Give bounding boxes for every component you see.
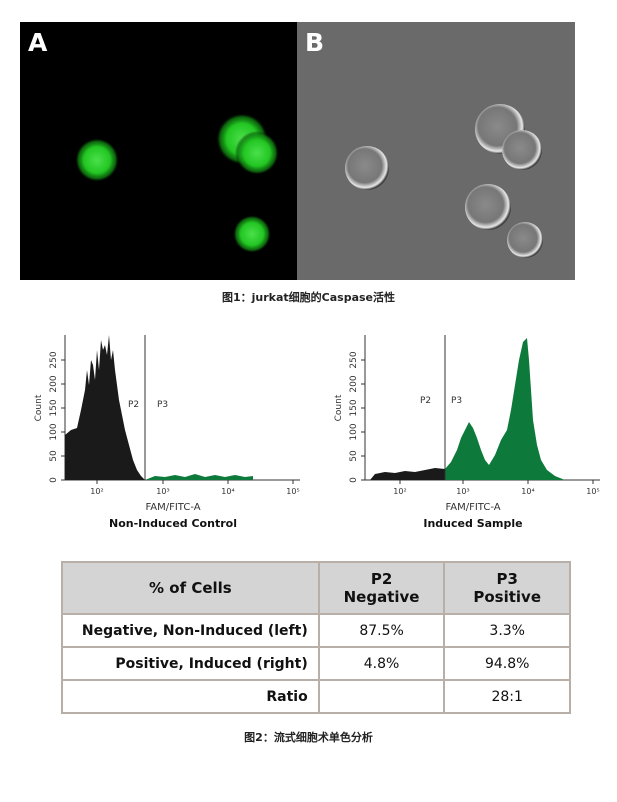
x-axis-label: FAM/FITC-A <box>445 502 500 513</box>
row-label: Positive, Induced (right) <box>61 646 320 681</box>
cell-p3: 28:1 <box>443 679 571 714</box>
y-ticks <box>61 359 65 481</box>
header-percent-of-cells: % of Cells <box>61 561 320 615</box>
x-tick-label: 10⁵ <box>286 487 299 496</box>
panel-letter-b: B <box>305 28 325 57</box>
histogram-subtitle: Induced Sample <box>423 517 522 530</box>
fluorescent-cell <box>233 215 271 253</box>
x-tick-label: 10³ <box>156 487 169 496</box>
row-label: Ratio <box>61 679 320 714</box>
header-line: P3 <box>496 570 518 588</box>
positive-population-fill <box>445 338 565 480</box>
brightfield-cell <box>502 130 542 170</box>
brightfield-cells-image <box>345 104 543 258</box>
negative-population-fill <box>65 335 145 480</box>
header-p3-positive: P3 Positive <box>443 561 571 615</box>
header-line: Positive <box>473 588 542 606</box>
cell-p2 <box>317 679 446 714</box>
cell-p3: 94.8% <box>443 646 571 681</box>
fluorescent-cell <box>235 131 279 175</box>
row-label: Negative, Non-Induced (left) <box>61 613 320 648</box>
y-axis-label: Count <box>334 394 344 421</box>
histogram-non-induced: 0 50 100 150 200 250 Count P2 P3 10² 10³… <box>25 330 325 535</box>
fluorescent-cell <box>75 138 119 182</box>
negative-population-fill <box>370 468 445 480</box>
histogram-induced: 0 50 100 150 200 250 Count P2 P3 10² 10³… <box>325 330 617 535</box>
header-p2-negative: P2 Negative <box>317 561 446 615</box>
header-line: P2 <box>370 570 393 588</box>
y-tick-label: 50 <box>49 450 59 462</box>
x-tick-label: 10⁵ <box>586 487 599 496</box>
y-tick-label: 150 <box>349 399 359 416</box>
brightfield-cell <box>507 222 543 258</box>
gate-label-p2: P2 <box>128 400 139 410</box>
y-axis-label: Count <box>34 394 44 421</box>
cell-percentage-table: % of Cells P2 Negative P3 Positive Negat… <box>61 561 571 714</box>
table-row: Positive, Induced (right) 4.8% 94.8% <box>61 646 571 681</box>
y-tick-label: 250 <box>349 351 359 368</box>
gate-label-p3: P3 <box>157 400 168 410</box>
gate-label-p3: P3 <box>451 396 462 406</box>
x-tick-label: 10² <box>393 487 406 496</box>
y-tick-label: 50 <box>349 450 359 462</box>
y-tick-label: 0 <box>49 477 59 483</box>
figure-2-caption: 图2：流式细胞术单色分析 <box>244 731 373 744</box>
figure-1-caption: 图1：jurkat细胞的Caspase活性 <box>221 291 396 304</box>
table-row: Ratio 28:1 <box>61 679 571 714</box>
positive-population-fill <box>145 474 253 480</box>
cell-p2: 87.5% <box>317 613 446 648</box>
histogram-subtitle: Non-Induced Control <box>109 517 237 530</box>
y-tick-label: 0 <box>349 477 359 483</box>
x-tick-label: 10⁴ <box>521 487 534 496</box>
gate-label-p2: P2 <box>420 396 431 406</box>
x-tick-label: 10² <box>90 487 103 496</box>
cell-p2: 4.8% <box>317 646 446 681</box>
y-ticks <box>361 359 365 481</box>
y-tick-label: 100 <box>49 423 59 440</box>
x-tick-label: 10⁴ <box>221 487 234 496</box>
y-tick-label: 150 <box>49 399 59 416</box>
y-tick-label: 200 <box>349 375 359 392</box>
cell-p3: 3.3% <box>443 613 571 648</box>
fluorescence-image-panel-a: A <box>20 22 297 280</box>
brightfield-cell <box>465 184 511 230</box>
table-header-row: % of Cells P2 Negative P3 Positive <box>61 561 571 615</box>
y-tick-label: 100 <box>349 423 359 440</box>
header-line: Negative <box>343 588 420 606</box>
histogram-plot: 0 50 100 150 200 250 Count P2 P3 10² 10³… <box>34 335 300 530</box>
fluorescent-cells-image <box>75 113 279 253</box>
brightfield-image-panel-b: B <box>297 22 575 280</box>
x-tick-label: 10³ <box>456 487 469 496</box>
brightfield-cell <box>345 146 389 190</box>
table-row: Negative, Non-Induced (left) 87.5% 3.3% <box>61 613 571 648</box>
histogram-plot: 0 50 100 150 200 250 Count P2 P3 10² 10³… <box>334 335 600 530</box>
x-axis-label: FAM/FITC-A <box>145 502 200 513</box>
panel-letter-a: A <box>28 28 48 57</box>
y-tick-label: 250 <box>49 351 59 368</box>
y-tick-label: 200 <box>49 375 59 392</box>
